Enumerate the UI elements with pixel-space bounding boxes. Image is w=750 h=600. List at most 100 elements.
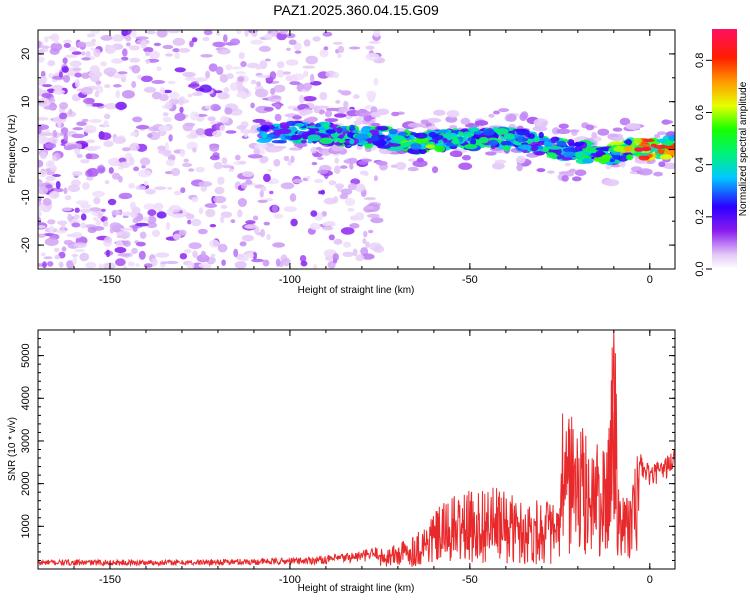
halo-blob bbox=[315, 146, 322, 151]
ridge-blob bbox=[434, 145, 446, 153]
noise-blob bbox=[217, 176, 225, 185]
noise-blob bbox=[42, 198, 52, 206]
noise-blob bbox=[89, 119, 102, 123]
halo-blob bbox=[407, 122, 422, 128]
noise-blob bbox=[183, 158, 189, 163]
snr-xtick-label: -50 bbox=[462, 574, 478, 586]
noise-blob bbox=[198, 181, 213, 187]
halo-blob bbox=[416, 157, 424, 163]
noise-blob bbox=[111, 34, 124, 42]
noise-blob bbox=[138, 250, 146, 260]
noise-blob bbox=[140, 75, 153, 83]
snr-peak-line bbox=[611, 330, 617, 510]
noise-blob bbox=[50, 42, 63, 52]
noise-blob bbox=[167, 186, 173, 191]
noise-blob bbox=[130, 210, 138, 219]
noise-blob bbox=[74, 148, 81, 155]
noise-blob bbox=[185, 213, 195, 220]
noise-blob bbox=[103, 141, 114, 147]
noise-blob bbox=[76, 121, 87, 126]
noise-blob bbox=[200, 54, 213, 58]
noise-blob bbox=[93, 48, 101, 58]
halo-blob bbox=[654, 134, 661, 139]
noise-blob bbox=[196, 254, 210, 263]
noise-blob bbox=[59, 102, 69, 110]
noise-blob bbox=[131, 81, 137, 88]
noise-blob bbox=[244, 224, 258, 229]
noise-blob bbox=[174, 52, 181, 59]
noise-blob bbox=[92, 216, 99, 221]
ridge-blob bbox=[582, 158, 594, 164]
ridge-blob bbox=[527, 133, 536, 139]
noise-blob bbox=[132, 217, 139, 224]
noise-blob bbox=[349, 163, 354, 170]
ridge-blob bbox=[482, 128, 495, 136]
noise-blob bbox=[269, 190, 274, 195]
ridge-blob bbox=[561, 156, 573, 161]
noise-blob bbox=[74, 72, 82, 78]
halo-blob bbox=[293, 142, 308, 148]
noise-blob bbox=[128, 182, 135, 189]
noise-blob bbox=[342, 241, 352, 248]
noise-blob bbox=[263, 173, 271, 183]
noise-blob bbox=[147, 209, 157, 217]
noise-blob bbox=[141, 165, 146, 169]
noise-blob bbox=[314, 178, 324, 184]
noise-blob bbox=[366, 213, 380, 218]
noise-blob bbox=[131, 64, 141, 74]
noise-blob bbox=[115, 258, 126, 267]
noise-blob bbox=[137, 169, 152, 178]
noise-blob bbox=[214, 186, 225, 195]
noise-blob bbox=[58, 71, 63, 78]
noise-blob bbox=[72, 67, 82, 72]
noise-blob bbox=[117, 71, 128, 75]
noise-blob bbox=[312, 36, 321, 42]
noise-blob bbox=[160, 261, 167, 265]
noise-blob bbox=[254, 143, 269, 150]
halo-blob bbox=[603, 179, 620, 187]
noise-blob bbox=[370, 217, 384, 224]
ridge-blob bbox=[431, 134, 444, 140]
snr-ticks: -150 -100 -50 0 1000 2000 3000 4000 5000 bbox=[20, 329, 675, 586]
noise-blob bbox=[219, 216, 225, 224]
noise-blob bbox=[143, 86, 157, 93]
noise-blob bbox=[71, 231, 83, 239]
ridge-blob bbox=[642, 138, 655, 142]
noise-blob bbox=[127, 261, 135, 267]
noise-blob bbox=[152, 229, 160, 237]
noise-blob bbox=[174, 67, 186, 73]
noise-blob bbox=[79, 252, 90, 262]
noise-blob bbox=[67, 184, 81, 193]
halo-blob bbox=[425, 117, 442, 123]
halo-blob bbox=[354, 109, 370, 117]
halo-blob bbox=[274, 103, 281, 108]
snr-xlabel: Height of straight line (km) bbox=[298, 583, 415, 594]
halo-blob bbox=[259, 155, 269, 163]
noise-blob bbox=[361, 253, 375, 260]
noise-blob bbox=[252, 118, 266, 123]
noise-blob bbox=[43, 105, 57, 110]
halo-blob bbox=[561, 175, 569, 182]
noise-blob bbox=[107, 198, 117, 206]
noise-blob bbox=[132, 116, 143, 123]
noise-blob bbox=[75, 200, 89, 205]
noise-blob bbox=[210, 103, 221, 112]
ridge-blob bbox=[386, 143, 401, 147]
noise-blob bbox=[355, 254, 365, 262]
noise-blob bbox=[100, 35, 113, 41]
colorbar-tick-label: 0.0 bbox=[694, 261, 706, 276]
spectrogram-ytick-label: -20 bbox=[20, 237, 32, 253]
halo-blob bbox=[398, 128, 407, 132]
noise-blob bbox=[150, 258, 158, 267]
ridge-blob bbox=[338, 139, 346, 144]
halo-blob bbox=[306, 116, 318, 123]
halo-blob bbox=[629, 171, 639, 175]
ridge-blob bbox=[609, 158, 615, 163]
noise-blob bbox=[63, 187, 68, 195]
noise-blob bbox=[245, 252, 255, 259]
noise-blob bbox=[38, 56, 45, 63]
ridge-blob bbox=[578, 141, 585, 146]
ridge-blob bbox=[617, 155, 629, 162]
noise-blob bbox=[311, 161, 318, 166]
halo-blob bbox=[625, 123, 641, 130]
